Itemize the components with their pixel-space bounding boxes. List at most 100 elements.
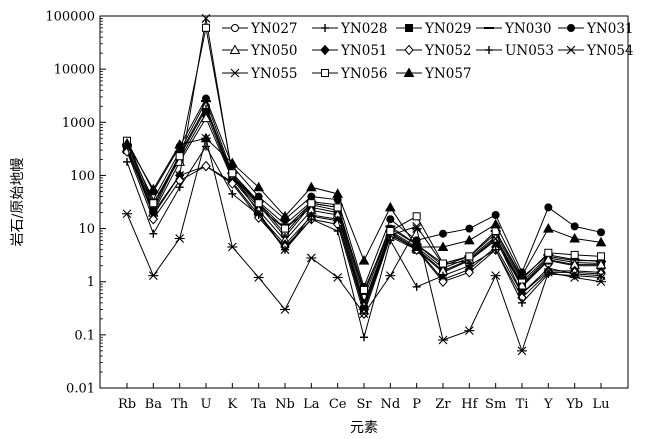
data-point — [439, 229, 447, 238]
series-line — [126, 105, 601, 300]
x-tick-label: Ba — [145, 397, 163, 412]
legend-marker — [230, 68, 240, 78]
legend: YN027 YN028 YN029 YN030 YN031 YN050 YN051 YN052… — [222, 21, 634, 82]
x-tick-label: U — [201, 397, 212, 412]
legend-marker — [229, 44, 241, 54]
legend-label: YN052 — [424, 43, 472, 59]
data-point — [384, 201, 396, 212]
legend-item: YN027 — [222, 21, 298, 37]
series-yn056 — [123, 23, 605, 294]
data-point — [596, 277, 606, 287]
data-point — [385, 271, 396, 281]
x-tick-label: Zr — [435, 397, 451, 412]
data-point — [175, 183, 184, 192]
x-tick-label: La — [303, 397, 320, 412]
y-tick-label: 1000 — [62, 116, 95, 131]
data-point — [570, 271, 579, 280]
legend-item: YN055 — [222, 66, 298, 82]
data-point — [147, 183, 159, 194]
legend-item: UN053 — [476, 43, 554, 59]
legend-item: YN029 — [396, 21, 472, 37]
data-point — [200, 132, 212, 143]
data-point — [226, 157, 238, 168]
series-un053 — [123, 142, 605, 342]
y-tick-label: 10000 — [54, 63, 95, 78]
x-tick-label: P — [412, 397, 421, 412]
legend-label: YN028 — [340, 21, 388, 37]
data-point — [228, 169, 237, 178]
data-point — [332, 273, 343, 282]
data-point — [412, 212, 421, 221]
data-point — [518, 298, 526, 307]
data-point — [279, 210, 291, 221]
data-point — [254, 192, 263, 201]
data-point — [465, 261, 474, 270]
data-point — [386, 215, 395, 224]
data-point — [307, 192, 316, 201]
data-point — [491, 211, 500, 220]
data-point — [386, 227, 395, 236]
legend-label: UN053 — [505, 43, 554, 59]
data-point — [175, 171, 185, 180]
data-point — [411, 224, 422, 233]
data-point — [175, 152, 184, 161]
data-point — [570, 250, 579, 259]
axes: 0.01 0.1 1 10 100 1000 10000 100000 Rb Ba Th U K Ta Nb… — [45, 10, 629, 412]
data-point — [333, 227, 342, 236]
x-tick-label: K — [227, 397, 237, 412]
data-point — [490, 271, 501, 281]
series-yn057 — [121, 132, 607, 280]
legend-label: YN029 — [424, 21, 472, 37]
legend-item: YN057 — [396, 66, 472, 82]
data-point — [439, 271, 447, 280]
data-point — [122, 209, 132, 219]
data-point — [280, 305, 290, 314]
data-point — [359, 305, 369, 314]
legend-marker — [321, 69, 329, 77]
data-point — [597, 228, 605, 237]
x-tick-label: Y — [543, 397, 553, 412]
data-point — [174, 234, 185, 243]
data-point — [333, 203, 342, 212]
data-point — [149, 229, 158, 238]
series-line — [126, 18, 602, 312]
legend-item: YN054 — [558, 43, 634, 59]
x-tick-label: Nd — [380, 397, 400, 412]
data-point — [202, 23, 210, 32]
data-point — [465, 224, 474, 233]
data-point — [200, 112, 212, 123]
data-point — [438, 335, 448, 345]
data-point — [490, 218, 502, 229]
data-point — [123, 157, 131, 166]
data-point — [149, 199, 158, 208]
legend-item: YN052 — [396, 43, 472, 59]
data-point — [542, 254, 554, 264]
data-point — [595, 236, 607, 247]
data-point — [332, 188, 344, 198]
data-point — [228, 189, 237, 198]
data-point — [359, 309, 369, 319]
legend-marker — [321, 24, 329, 32]
x-tick-label: Th — [171, 397, 189, 412]
data-point — [465, 252, 474, 261]
x-tick-label: Sr — [356, 397, 372, 412]
data-point — [411, 241, 423, 252]
data-point — [542, 223, 554, 233]
data-point — [517, 289, 527, 298]
x-tick-label: Ti — [516, 397, 529, 412]
series-yn027 — [123, 102, 605, 302]
legend-label: YN031 — [586, 21, 634, 37]
data-point — [360, 285, 368, 294]
legend-item: YN028 — [312, 21, 388, 37]
series-line — [126, 111, 601, 312]
series-line — [126, 138, 602, 353]
data-point — [543, 263, 553, 273]
legend-label: YN051 — [340, 43, 388, 59]
y-tick-label: 100000 — [45, 10, 95, 25]
data-point — [464, 267, 475, 278]
legend-item: YN031 — [558, 21, 634, 37]
data-point — [281, 224, 289, 233]
legend-marker — [320, 44, 330, 56]
data-point — [121, 137, 133, 148]
legend-label: YN050 — [250, 43, 298, 59]
